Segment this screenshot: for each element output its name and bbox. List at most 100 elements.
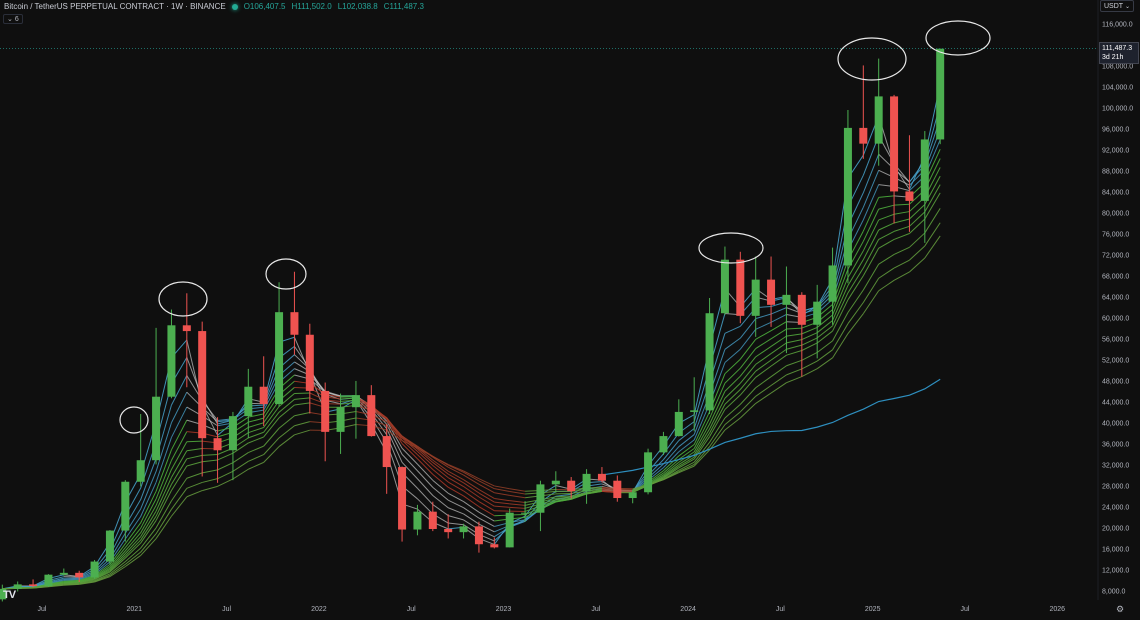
ohlc-low: L102,038.8 [337,2,378,11]
ribbon-line-segment [217,470,234,480]
price-tick-label: 12,000.0 [1102,567,1130,575]
ribbon-line-segment [509,503,526,506]
ribbon-line-segment [294,402,310,406]
ribbon-line-segment [463,501,480,513]
ribbon-line-segment [401,439,418,455]
ribbon-line-segment [678,463,695,473]
candle-body [29,584,38,587]
ribbon-line-segment [386,424,403,455]
price-tick-label: 64,000.0 [1102,294,1130,302]
ribbon-line-segment [663,466,680,478]
candle [659,431,668,455]
candle-body [59,572,68,575]
ribbon-line-segment [186,448,203,452]
ribbon-line-segment [755,376,772,389]
ribbon-line-segment [478,501,495,512]
symbol-title[interactable]: Bitcoin / TetherUS PERPETUAL CONTRACT · … [4,2,226,11]
candle-body [367,395,376,437]
ribbon-line-segment [155,460,172,500]
candle [167,309,176,399]
candle [736,251,745,324]
annotation-ellipse[interactable] [158,281,208,317]
ribbon-line-segment [186,481,203,489]
ribbon-line-segment [709,417,726,443]
ribbon-line-segment [862,184,880,221]
ribbon-line-segment [417,463,434,481]
ribbon-line-segment [709,391,726,425]
ribbon-line-segment [432,486,449,501]
ribbon-line-segment [755,353,772,365]
price-tick-label: 116,000.0 [1102,21,1133,29]
ribbon-line-segment [832,333,849,359]
ribbon-line-segment [494,492,510,496]
ribbon-line-segment [555,496,572,499]
ribbon-line-segment [571,492,587,498]
ribbon-line-segment [140,538,157,556]
ribbon-line-segment [170,406,188,438]
price-tick-label: 44,000.0 [1102,399,1130,407]
candle-body [936,48,945,140]
ribbon-line-segment [893,233,910,240]
candle [136,414,145,487]
candle [213,417,222,483]
candle [797,292,806,377]
ribbon-line-segment [463,471,480,482]
ribbon-line-segment [571,492,587,497]
ribbon-line-segment [909,232,926,248]
ribbon-line-segment [663,451,680,468]
ribbon-line-segment [386,425,403,439]
candle [859,65,868,159]
ribbon-line-segment [94,571,111,581]
candle-body [674,411,683,437]
settings-icon[interactable]: ⚙ [1116,604,1125,614]
ribbon-line-segment [770,382,787,394]
ribbon-line-segment [294,397,310,400]
ribbon-line-segment [232,452,249,464]
ribbon-line-segment [202,454,218,456]
ribbon-line-segment [663,467,680,479]
ribbon-line-segment [63,578,80,581]
ribbon-line-segment [263,427,280,447]
annotation-ellipse[interactable] [925,20,991,56]
ribbon-line-segment [186,454,203,460]
currency-selector[interactable]: USDT ⌄ [1100,0,1134,12]
ribbon-line-segment [739,348,757,369]
ribbon-line-segment [171,458,188,485]
ribbon-line-segment [417,448,434,463]
tradingview-logo[interactable]: TV [3,589,16,601]
ribbon-line-segment [432,462,449,475]
candle [505,508,514,548]
ribbon-line-segment [862,239,880,269]
ribbon-line-segment [278,425,295,439]
ribbon-line-segment [448,515,464,521]
candle-body [259,386,268,405]
ribbon-line-segment [232,460,249,472]
candle [920,131,929,243]
annotation-ellipse[interactable] [265,258,307,290]
ribbon-line-segment [478,483,495,494]
price-tick-label: 100,000.0 [1102,105,1134,113]
candle-body [920,139,929,201]
annotation-ellipse[interactable] [119,406,149,434]
ribbon-line-segment [724,337,741,350]
price-tick-label: 108,000.0 [1102,63,1134,71]
ribbon-line-segment [832,323,849,351]
ribbon-line-segment [417,487,434,505]
chevron-down-icon: ⌄ [1124,4,1130,10]
candle-body [275,312,284,405]
annotation-ellipse[interactable] [837,37,907,81]
candle [767,256,776,327]
ribbon-line-segment [678,461,695,471]
ribbon-line-segment [432,495,449,509]
annotation-ellipse[interactable] [698,232,764,264]
ribbon-line-segment [171,488,188,510]
ribbon-line-segment [847,267,864,294]
candle [182,293,191,388]
ribbon-line-segment [79,581,95,585]
ribbon-line-segment [862,208,880,242]
candle [490,537,499,549]
price-tick-label: 84,000.0 [1102,189,1130,197]
indicators-toggle[interactable]: ⌄ 6 [3,14,23,24]
ribbon-line-segment [294,421,310,427]
